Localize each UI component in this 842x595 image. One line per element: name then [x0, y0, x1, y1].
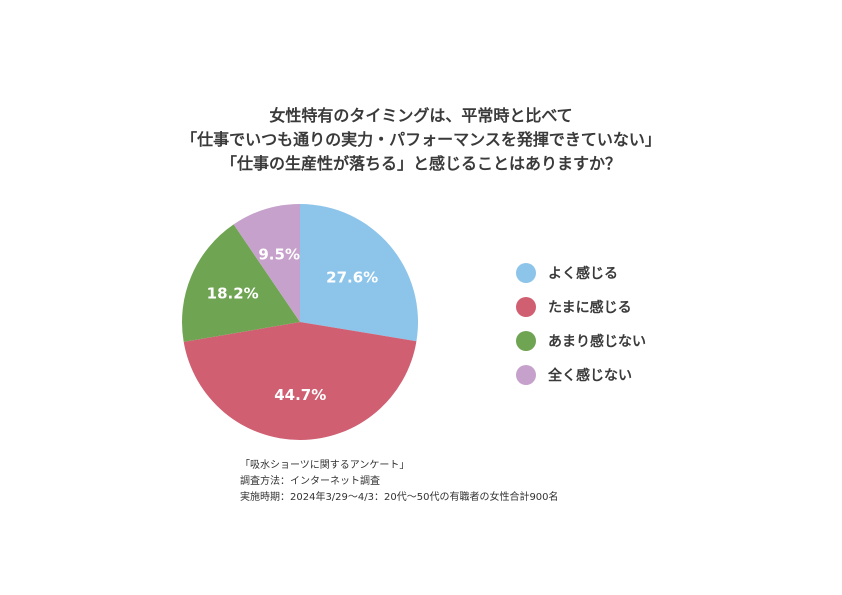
pie-label-never: 9.5%	[258, 245, 300, 263]
legend-swatch-sometimes	[516, 297, 536, 317]
legend-item-rarely: あまり感じない	[516, 324, 736, 358]
pie-label-sometimes: 44.7%	[274, 386, 326, 404]
chart-title-line-1: 女性特有のタイミングは、平常時と比べて	[269, 106, 573, 125]
pie-chart: 27.6% 44.7% 18.2% 9.5%	[182, 204, 418, 440]
pie-slice-rarely	[182, 224, 300, 342]
pie-slices	[182, 204, 418, 440]
survey-method: 調査方法：インターネット調査	[240, 476, 380, 487]
pie-label-often: 27.6%	[326, 269, 378, 287]
survey-period: 実施時期：2024年3/29〜4/3：20代〜50代の有職者の女性合計900名	[240, 492, 559, 503]
survey-name: 「吸水ショーツに関するアンケート」	[240, 460, 410, 471]
legend-swatch-never	[516, 365, 536, 385]
pie-slice-never	[233, 204, 300, 322]
legend-label-never: 全く感じない	[548, 368, 632, 384]
chart-title-line-2: 「仕事でいつも通りの実力・パフォーマンスを発揮できていない」	[181, 130, 661, 149]
legend-label-often: よく感じる	[548, 266, 618, 282]
legend: よく感じる たまに感じる あまり感じない 全く感じない	[516, 256, 736, 392]
chart-title-line-3: 「仕事の生産性が落ちる」と感じることはありますか？	[220, 154, 621, 173]
legend-swatch-often	[516, 263, 536, 283]
chart-title: 女性特有のタイミングは、平常時と比べて 「仕事でいつも通りの実力・パフォーマンス…	[0, 104, 842, 176]
legend-item-sometimes: たまに感じる	[516, 290, 736, 324]
pie-slice-often	[300, 204, 418, 342]
pie-label-rarely: 18.2%	[207, 284, 259, 302]
pie-labels: 27.6% 44.7% 18.2% 9.5%	[207, 245, 379, 404]
legend-item-often: よく感じる	[516, 256, 736, 290]
pie-slice-sometimes	[183, 322, 417, 440]
survey-notes: 「吸水ショーツに関するアンケート」 調査方法：インターネット調査 実施時期：20…	[240, 458, 680, 506]
legend-swatch-rarely	[516, 331, 536, 351]
legend-label-rarely: あまり感じない	[548, 334, 646, 350]
legend-item-never: 全く感じない	[516, 358, 736, 392]
legend-label-sometimes: たまに感じる	[548, 300, 632, 316]
